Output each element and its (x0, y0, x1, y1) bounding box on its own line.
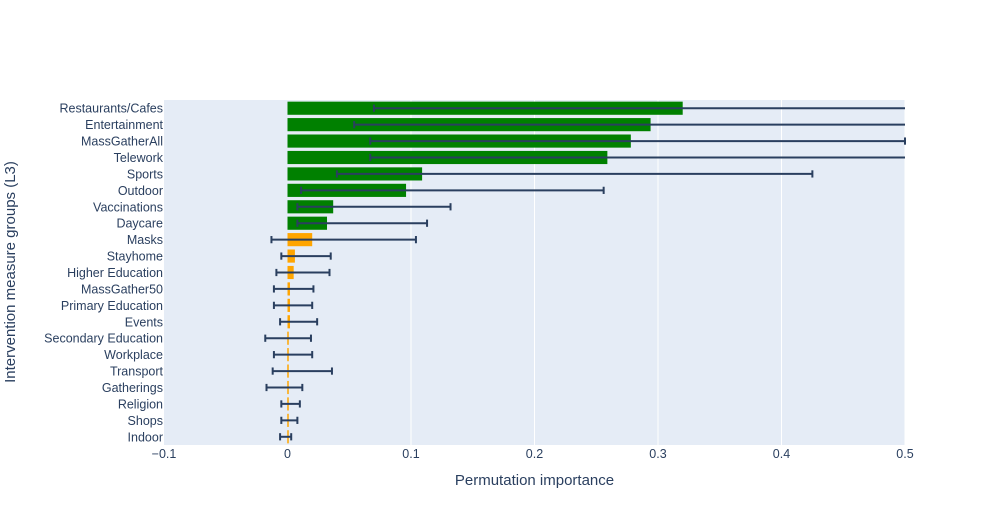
error-bar (272, 301, 314, 309)
x-tick-label: 0.5 (896, 447, 913, 461)
x-tick-label: 0 (284, 447, 291, 461)
y-tick-label: Indoor (128, 430, 163, 444)
x-tick-label: −0.1 (152, 447, 177, 461)
y-tick-label: MassGather50 (81, 282, 163, 296)
error-bar (369, 137, 906, 145)
error-bar (279, 433, 293, 441)
error-bar (280, 400, 301, 408)
y-tick-label: Gatherings (102, 381, 163, 395)
error-bars (264, 104, 906, 441)
y-tick-label: Primary Education (61, 299, 163, 313)
error-bar (280, 416, 299, 424)
error-bar (272, 351, 314, 359)
error-bar (335, 170, 814, 178)
error-bar (369, 153, 905, 162)
error-bar (296, 219, 429, 227)
y-tick-label: Workplace (104, 348, 163, 362)
y-tick-label: Secondary Education (44, 332, 163, 346)
x-tick-label: 0.4 (773, 447, 790, 461)
error-bar (280, 252, 332, 260)
error-bar (279, 318, 319, 326)
x-tick-label: 0.3 (649, 447, 666, 461)
y-tick-label: Masks (127, 233, 163, 247)
y-tick-label: Sports (127, 167, 163, 181)
x-tick-labels: −0.1 0 0.1 0.2 0.3 0.4 0.5 (152, 447, 914, 461)
y-tick-label: Restaurants/Cafes (59, 102, 163, 116)
y-tick-label: Telework (114, 151, 164, 165)
error-bar (271, 367, 333, 375)
y-tick-label: Daycare (116, 217, 163, 231)
x-tick-label: 0.1 (402, 447, 419, 461)
error-bar (270, 236, 417, 244)
error-bar (372, 104, 905, 112)
error-bar (265, 383, 304, 392)
error-bar (300, 186, 605, 194)
y-tick-label: Vaccinations (93, 200, 163, 214)
y-tick-label: Outdoor (118, 184, 163, 198)
error-bar (272, 285, 315, 293)
error-bar (296, 203, 452, 211)
error-bar (275, 268, 331, 277)
y-tick-label: Events (125, 315, 163, 329)
error-bar (353, 121, 905, 129)
y-tick-label: Transport (110, 365, 164, 379)
y-tick-label: MassGatherAll (81, 135, 163, 149)
y-tick-label: Entertainment (85, 118, 163, 132)
x-axis-title: Permutation importance (455, 472, 614, 489)
y-tick-labels: Restaurants/Cafes Entertainment MassGather… (44, 102, 164, 445)
y-tick-label: Shops (128, 414, 163, 428)
y-tick-label: Stayhome (107, 250, 163, 264)
y-axis-title: Intervention measure groups (L3) (2, 161, 19, 383)
y-tick-label: Religion (118, 397, 163, 411)
error-bar (264, 334, 312, 342)
x-tick-label: 0.2 (526, 447, 543, 461)
y-tick-label: Higher Education (67, 266, 163, 280)
